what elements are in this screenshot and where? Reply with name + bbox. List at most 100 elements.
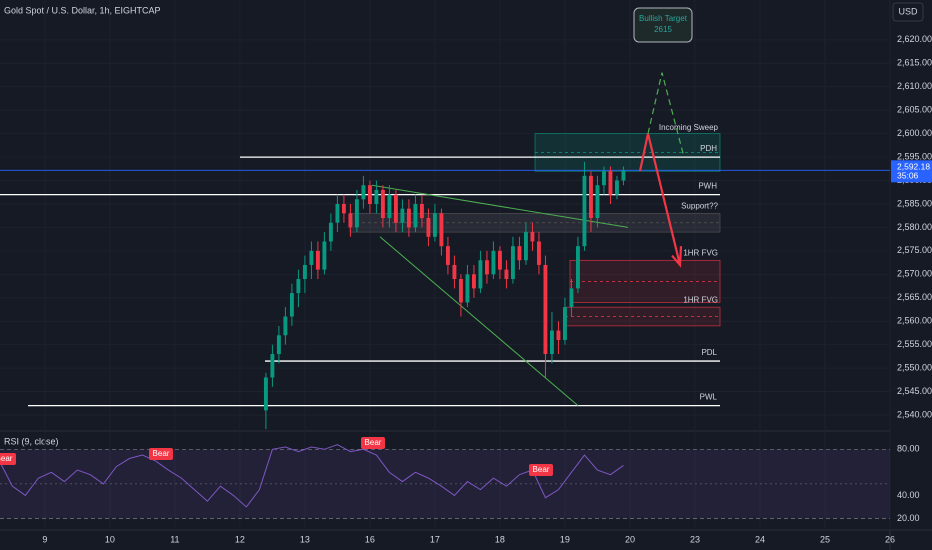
x-tick-label: 25 [820, 534, 830, 544]
rsi-tick-label: 80.00 [897, 444, 920, 454]
level-label: PDH [700, 144, 717, 153]
candle-body [406, 208, 411, 228]
target-title: Bullish Target [639, 14, 688, 23]
x-tick-label: 13 [300, 534, 310, 544]
candle-body [432, 213, 437, 237]
candle-body [283, 316, 288, 336]
y-tick-label: 2,550.00 [897, 362, 932, 372]
candle-body [309, 250, 314, 265]
currency-button[interactable] [892, 2, 924, 22]
candle-body [276, 335, 281, 355]
y-tick-label: 2,595.00 [897, 151, 932, 161]
target-value: 2615 [654, 25, 672, 34]
candle-body [328, 222, 333, 242]
candle-body [595, 185, 600, 219]
candle-body [484, 260, 489, 275]
rsi-line [0, 444, 624, 508]
candle-body [471, 274, 476, 289]
candle-body [322, 241, 327, 270]
candle-body [393, 194, 398, 223]
y-tick-label: 2,575.00 [897, 245, 932, 255]
y-tick-label: 2,540.00 [897, 409, 932, 419]
candle-body [380, 189, 385, 219]
candle-body [413, 203, 418, 228]
bear-tag [529, 464, 553, 476]
y-tick-label: 2,565.00 [897, 292, 932, 302]
zone-label: 1HR FVG [683, 295, 718, 304]
candle-body [549, 330, 554, 355]
x-tick-label: 16 [365, 534, 375, 544]
level-label: PWL [700, 393, 718, 402]
candle-body [296, 279, 301, 294]
y-tick-label: 2,620.00 [897, 34, 932, 44]
candle-body [335, 203, 340, 223]
candle-body [354, 199, 359, 228]
candle-body [478, 260, 483, 289]
candle-body [426, 218, 431, 237]
y-tick-label: 2,600.00 [897, 128, 932, 138]
y-tick-label: 2,570.00 [897, 269, 932, 279]
y-tick-label: 2,560.00 [897, 316, 932, 326]
bear-label: Bear [533, 465, 550, 474]
candle-body [582, 175, 587, 247]
candle-body [602, 171, 606, 186]
x-tick-label: 23 [690, 534, 700, 544]
x-tick-label: 12 [235, 534, 245, 544]
zone-label: 1HR FVG [683, 248, 718, 257]
countdown: 35:06 [897, 171, 919, 181]
target-box [633, 7, 693, 43]
y-tick-label: 2,585.00 [897, 198, 932, 208]
candle-body [419, 203, 424, 219]
currency[interactable]: USD [898, 6, 918, 16]
candle-body [302, 264, 307, 280]
candle-body [445, 246, 450, 265]
price-tag-label: 2,592.18 [897, 162, 930, 172]
y-tick-label: 2,545.00 [897, 386, 932, 396]
y-tick-label: 2,610.00 [897, 81, 932, 91]
candle-body [458, 279, 463, 303]
level-label: PWH [698, 182, 717, 191]
bear-tag [0, 453, 16, 465]
x-tick-label: 10 [105, 534, 115, 544]
zone-label: Incoming Sweep [659, 123, 719, 132]
candle-body [361, 185, 366, 200]
candle-body [504, 269, 509, 280]
x-tick-label: 26 [885, 534, 895, 544]
rsi-tick-label: 20.00 [897, 513, 920, 523]
candle-body [588, 175, 593, 219]
x-tick-label: 18 [495, 534, 505, 544]
bear-label: Bear [153, 449, 170, 458]
candle-body [439, 213, 444, 247]
target-path [647, 72, 685, 158]
level-label: PDL [701, 348, 717, 357]
candle-body [270, 354, 275, 378]
candle-body [367, 185, 372, 204]
price-tag [891, 160, 932, 183]
bear-label: Bear [365, 438, 382, 447]
candle-body [569, 288, 574, 308]
candle-body [263, 377, 268, 411]
candle-body [615, 180, 619, 195]
candle-body [465, 274, 470, 303]
candle-body [400, 208, 405, 223]
y-tick-label: 2,555.00 [897, 339, 932, 349]
x-tick-label: 17 [430, 534, 440, 544]
x-tick-label: 20 [625, 534, 635, 544]
x-tick-label: 11 [170, 534, 179, 544]
candle-body [536, 241, 541, 265]
candle-body [452, 264, 457, 280]
candle-body [387, 194, 392, 219]
candle-body [289, 293, 294, 317]
candle-body [341, 203, 346, 214]
candle-body [491, 250, 496, 275]
candle-body [523, 232, 528, 261]
candle-body [315, 250, 320, 270]
x-tick-label: 9 [42, 534, 47, 544]
zone-label: Support?? [681, 201, 718, 210]
candle-body [575, 246, 580, 289]
candle-body [543, 264, 548, 355]
chart-title: Gold Spot / U.S. Dollar, 1h, EIGHTCAP [4, 5, 161, 15]
bear-tag [149, 448, 173, 460]
rsi-tick-label: 40.00 [897, 490, 920, 500]
